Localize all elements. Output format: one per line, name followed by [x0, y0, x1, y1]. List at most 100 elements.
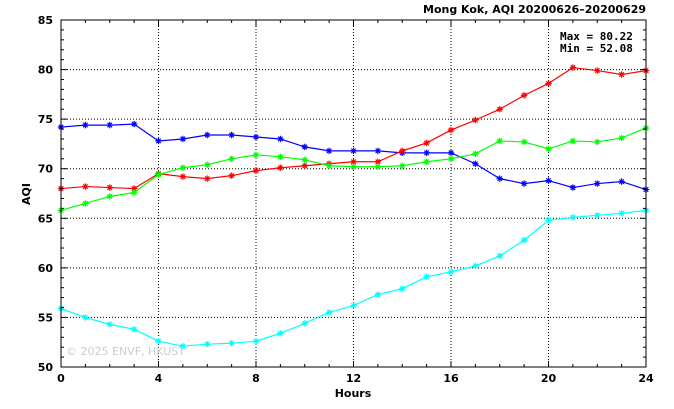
data-point [252, 133, 260, 141]
data-point [155, 171, 162, 178]
data-point [82, 314, 89, 321]
data-point [350, 163, 357, 170]
data-point [423, 149, 430, 157]
data-point [301, 320, 308, 327]
data-point [520, 236, 528, 244]
data-point [252, 338, 260, 345]
data-point [594, 212, 601, 219]
y-axis-label: AQI [20, 183, 33, 205]
data-point [350, 302, 357, 309]
data-point [496, 175, 503, 182]
data-point [228, 340, 235, 347]
data-point [399, 285, 406, 292]
data-point [301, 143, 308, 151]
data-point [106, 121, 113, 129]
data-point [179, 342, 187, 350]
data-point [569, 137, 577, 145]
x-tick-label: 12 [346, 372, 361, 385]
max-label: Max = 80.22 [560, 30, 633, 43]
x-tick-label: 20 [541, 372, 557, 385]
grid-lines [61, 20, 646, 367]
data-point [520, 92, 528, 99]
data-point [472, 150, 479, 158]
data-point [325, 309, 333, 316]
data-point [472, 160, 479, 167]
data-point [179, 173, 187, 180]
data-point [179, 164, 187, 171]
series-lines [57, 64, 650, 350]
y-tick-label: 60 [38, 262, 54, 275]
data-point [82, 200, 89, 207]
data-point [374, 163, 382, 170]
data-point [423, 158, 430, 165]
data-point [252, 151, 260, 159]
data-point [228, 131, 235, 139]
data-point [545, 145, 552, 153]
data-point [399, 162, 406, 169]
data-point [374, 291, 382, 298]
data-point [179, 135, 187, 143]
data-point [423, 139, 430, 147]
data-point [204, 131, 211, 139]
data-point [204, 340, 211, 348]
data-point [520, 138, 528, 146]
data-point [252, 167, 260, 174]
data-point [472, 262, 479, 270]
y-tick-label: 50 [38, 361, 54, 374]
data-point [423, 273, 430, 280]
data-point [82, 121, 89, 129]
data-point [569, 214, 577, 221]
data-point [496, 106, 503, 113]
data-point [496, 252, 503, 260]
data-point [155, 338, 162, 345]
data-point [447, 149, 455, 157]
data-point [569, 64, 577, 71]
data-point [277, 153, 284, 161]
data-point [106, 321, 113, 328]
data-point [204, 175, 211, 182]
data-point [447, 126, 455, 134]
y-tick-label: 65 [38, 212, 53, 225]
data-point [228, 155, 235, 163]
y-tick-label: 80 [38, 64, 54, 77]
x-tick-label: 4 [155, 372, 163, 385]
x-tick-label: 24 [638, 372, 654, 385]
data-point [106, 193, 113, 200]
data-point [155, 137, 162, 145]
data-point [496, 137, 503, 145]
data-point [130, 120, 138, 128]
data-point [325, 147, 333, 155]
y-tick-label: 85 [38, 14, 53, 27]
watermark: © 2025 ENVF, HKUST [66, 345, 185, 358]
data-point [618, 71, 625, 78]
data-point [472, 116, 479, 124]
data-point [545, 177, 552, 184]
data-point [277, 330, 284, 337]
data-point [277, 164, 284, 171]
data-point [545, 80, 552, 87]
data-point [301, 162, 308, 169]
x-tick-label: 8 [252, 372, 260, 385]
min-label: Min = 52.08 [560, 42, 633, 55]
data-point [569, 184, 577, 191]
data-point [82, 183, 89, 190]
data-point [594, 180, 601, 187]
data-point [204, 161, 211, 168]
data-point [374, 147, 382, 155]
y-tick-label: 55 [38, 311, 53, 324]
x-axis-label: Hours [335, 387, 372, 400]
data-point [594, 67, 601, 74]
x-tick-label: 16 [443, 372, 459, 385]
data-point [399, 147, 406, 155]
y-tick-label: 75 [38, 113, 53, 126]
data-point [130, 189, 138, 196]
chart-title: Mong Kok, AQI 20200626–20200629 [423, 3, 646, 16]
data-point [594, 138, 601, 146]
data-point [325, 162, 333, 169]
data-point [618, 210, 625, 217]
data-point [228, 172, 235, 179]
y-tick-label: 70 [38, 163, 54, 176]
data-point [447, 155, 455, 163]
axes: 50 55 60 65 70 75 80 85 0 4 8 12 16 20 24 [38, 14, 654, 385]
